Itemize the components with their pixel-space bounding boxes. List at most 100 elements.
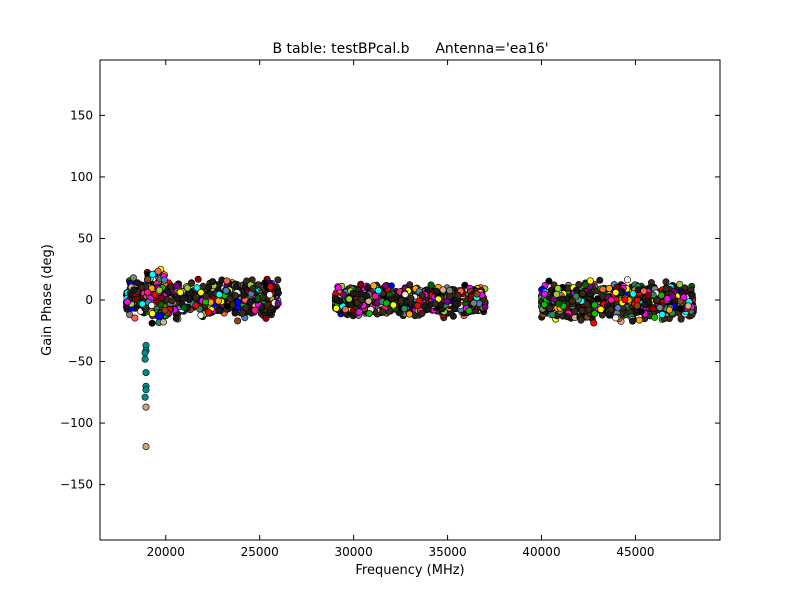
outlier-point bbox=[142, 403, 150, 411]
data-point bbox=[209, 278, 217, 286]
data-point bbox=[623, 276, 631, 284]
data-point bbox=[640, 287, 648, 295]
x-axis-title: Frequency (MHz) bbox=[355, 563, 464, 578]
data-point bbox=[223, 277, 231, 285]
x-tick-label: 40000 bbox=[522, 545, 560, 559]
outlier-point bbox=[142, 386, 150, 394]
data-point bbox=[231, 309, 239, 317]
data-point bbox=[379, 308, 387, 316]
data-point bbox=[577, 316, 585, 324]
data-point bbox=[168, 297, 176, 305]
data-point bbox=[545, 277, 553, 285]
data-point bbox=[418, 309, 426, 317]
data-point bbox=[370, 282, 378, 290]
y-tick-label: 100 bbox=[70, 170, 93, 184]
data-point bbox=[407, 294, 415, 302]
data-point bbox=[358, 295, 366, 303]
data-point bbox=[155, 286, 163, 294]
data-point bbox=[205, 283, 213, 291]
data-point bbox=[590, 319, 598, 327]
data-point bbox=[651, 313, 659, 321]
data-point bbox=[578, 307, 586, 315]
data-point bbox=[215, 297, 223, 305]
data-point bbox=[274, 299, 282, 307]
data-point bbox=[599, 285, 607, 293]
x-tick-label: 25000 bbox=[241, 545, 279, 559]
data-point bbox=[401, 290, 409, 298]
x-tick-label: 30000 bbox=[335, 545, 373, 559]
data-point bbox=[662, 278, 670, 286]
y-tick-label: 50 bbox=[78, 231, 93, 245]
data-point bbox=[262, 314, 270, 322]
data-point bbox=[688, 291, 696, 299]
data-point bbox=[258, 304, 266, 312]
data-point bbox=[571, 308, 579, 316]
data-point bbox=[331, 294, 339, 302]
data-point bbox=[473, 290, 481, 298]
y-tick-label: −150 bbox=[60, 478, 93, 492]
data-point bbox=[572, 286, 580, 294]
data-point bbox=[637, 308, 645, 316]
data-point bbox=[568, 297, 576, 305]
data-point bbox=[371, 292, 379, 300]
data-point bbox=[641, 301, 649, 309]
x-axis-ticks: 20000 25000 30000 35000 40000 45000 bbox=[147, 60, 655, 559]
data-point bbox=[554, 284, 562, 292]
data-point bbox=[578, 289, 586, 297]
data-point bbox=[157, 312, 165, 320]
data-point bbox=[563, 313, 571, 321]
data-point bbox=[427, 281, 435, 289]
data-point bbox=[382, 282, 390, 290]
data-point bbox=[656, 304, 664, 312]
data-point bbox=[658, 310, 666, 318]
data-point bbox=[232, 292, 240, 300]
data-point bbox=[591, 301, 599, 309]
data-point bbox=[123, 298, 131, 306]
x-tick-label: 20000 bbox=[147, 545, 185, 559]
data-point bbox=[454, 291, 462, 299]
data-point bbox=[629, 290, 637, 298]
x-tick-label: 35000 bbox=[428, 545, 466, 559]
data-point bbox=[364, 283, 372, 291]
outlier-point bbox=[141, 393, 149, 401]
data-point bbox=[192, 293, 200, 301]
data-point bbox=[144, 275, 152, 283]
data-point bbox=[546, 304, 554, 312]
data-point bbox=[160, 276, 168, 284]
data-point bbox=[176, 288, 184, 296]
data-point bbox=[597, 305, 605, 313]
data-point bbox=[148, 319, 156, 327]
data-point bbox=[215, 306, 223, 314]
data-point bbox=[662, 284, 670, 292]
data-point bbox=[583, 300, 591, 308]
data-point bbox=[470, 299, 478, 307]
y-axis-ticks: 150 100 50 0 −50 −100 −150 bbox=[60, 108, 720, 492]
data-point bbox=[621, 296, 629, 304]
y-axis-title: Gain Phase (deg) bbox=[40, 244, 55, 356]
data-point bbox=[349, 312, 357, 320]
data-point bbox=[431, 300, 439, 308]
outlier-point bbox=[142, 442, 150, 450]
data-point bbox=[555, 300, 563, 308]
data-point bbox=[149, 270, 157, 278]
data-point bbox=[197, 311, 205, 319]
data-point bbox=[172, 314, 180, 322]
data-point bbox=[355, 308, 363, 316]
data-point bbox=[161, 306, 169, 314]
data-point bbox=[594, 295, 602, 303]
data-point bbox=[677, 315, 685, 323]
data-point bbox=[581, 281, 589, 289]
data-point bbox=[179, 294, 187, 302]
data-point bbox=[607, 305, 615, 313]
data-point bbox=[222, 287, 230, 295]
data-point bbox=[184, 284, 192, 292]
data-point bbox=[418, 291, 426, 299]
data-point bbox=[242, 304, 250, 312]
data-point bbox=[684, 302, 692, 310]
data-point bbox=[612, 314, 620, 322]
data-point bbox=[345, 295, 353, 303]
data-point bbox=[363, 292, 371, 300]
data-point bbox=[389, 301, 397, 309]
data-point bbox=[635, 316, 643, 324]
